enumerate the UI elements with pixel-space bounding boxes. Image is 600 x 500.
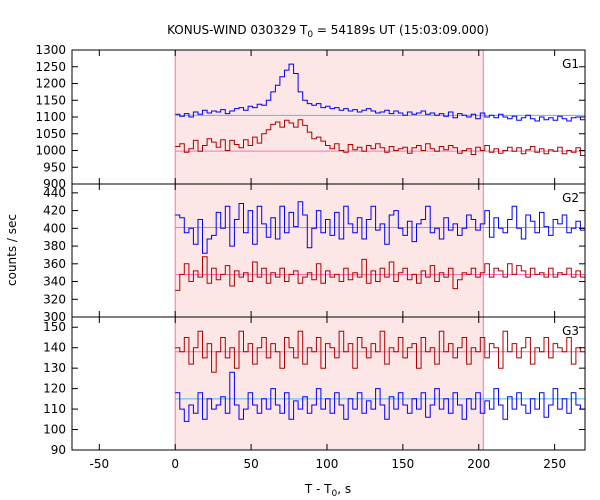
series-line-red bbox=[175, 119, 585, 156]
series-line-red bbox=[175, 330, 585, 373]
x-tick-label: 50 bbox=[243, 457, 258, 471]
panel-label: G2 bbox=[562, 191, 579, 205]
panel-g1: 900 950 1000 1050 1100 1150 1200 1250 1300 G1 bbox=[35, 43, 586, 191]
chart-title: KONUS-WIND 030329 T0 = 54189s UT (15:03:… bbox=[167, 23, 489, 40]
y-axis-label: counts / sec bbox=[5, 214, 19, 286]
highlight-band bbox=[175, 50, 484, 184]
panel-label: G1 bbox=[562, 57, 579, 71]
x-tick-label: 150 bbox=[391, 457, 414, 471]
y-tick-label: 110 bbox=[43, 402, 66, 416]
x-tick-label: 200 bbox=[467, 457, 490, 471]
y-tick-label: 150 bbox=[43, 320, 66, 334]
x-tick-label: -50 bbox=[90, 457, 110, 471]
y-tick-label: 440 bbox=[43, 186, 66, 200]
panel-label: G3 bbox=[562, 324, 579, 338]
y-tick-label: 1250 bbox=[35, 60, 66, 74]
y-tick-label: 1200 bbox=[35, 77, 66, 91]
y-tick-label: 320 bbox=[43, 292, 66, 306]
x-tick-label: 0 bbox=[171, 457, 179, 471]
series-line-blue bbox=[175, 201, 585, 254]
y-tick-label: 1300 bbox=[35, 43, 66, 57]
highlight-band bbox=[175, 184, 484, 317]
highlight-band bbox=[175, 317, 484, 450]
panels-layer: 9009501000105011001150120012501300G13003… bbox=[35, 43, 586, 471]
y-tick-label: 300 bbox=[43, 310, 66, 324]
y-tick-label: 140 bbox=[43, 341, 66, 355]
x-tick-label: 100 bbox=[316, 457, 339, 471]
panel-frame bbox=[71, 316, 586, 451]
y-tick-label: 380 bbox=[43, 239, 66, 253]
y-tick-label: 400 bbox=[43, 221, 66, 235]
y-tick-label: 360 bbox=[43, 257, 66, 271]
x-tick-label: 250 bbox=[543, 457, 566, 471]
y-tick-label: 1000 bbox=[35, 144, 66, 158]
y-tick-label: 130 bbox=[43, 361, 66, 375]
y-tick-label: 340 bbox=[43, 275, 66, 289]
y-tick-label: 100 bbox=[43, 423, 66, 437]
x-axis-label: T - T0, s bbox=[304, 482, 351, 499]
panel-g3: 90 100 110 120 130 140 150 G3 bbox=[43, 316, 586, 457]
y-tick-label: 1100 bbox=[35, 110, 66, 124]
series-line-red bbox=[175, 256, 585, 291]
y-tick-label: 1150 bbox=[35, 93, 66, 107]
y-tick-label: 90 bbox=[51, 443, 66, 457]
y-tick-label: 950 bbox=[43, 160, 66, 174]
y-tick-label: 120 bbox=[43, 382, 66, 396]
y-tick-label: 900 bbox=[43, 177, 66, 191]
y-tick-label: 1050 bbox=[35, 127, 66, 141]
y-tick-label: 420 bbox=[43, 204, 66, 218]
panel-g2: 300 320 340 360 380 400 420 440 G2 bbox=[43, 183, 586, 324]
series-line-blue bbox=[175, 63, 585, 122]
series-line-blue bbox=[175, 371, 585, 422]
